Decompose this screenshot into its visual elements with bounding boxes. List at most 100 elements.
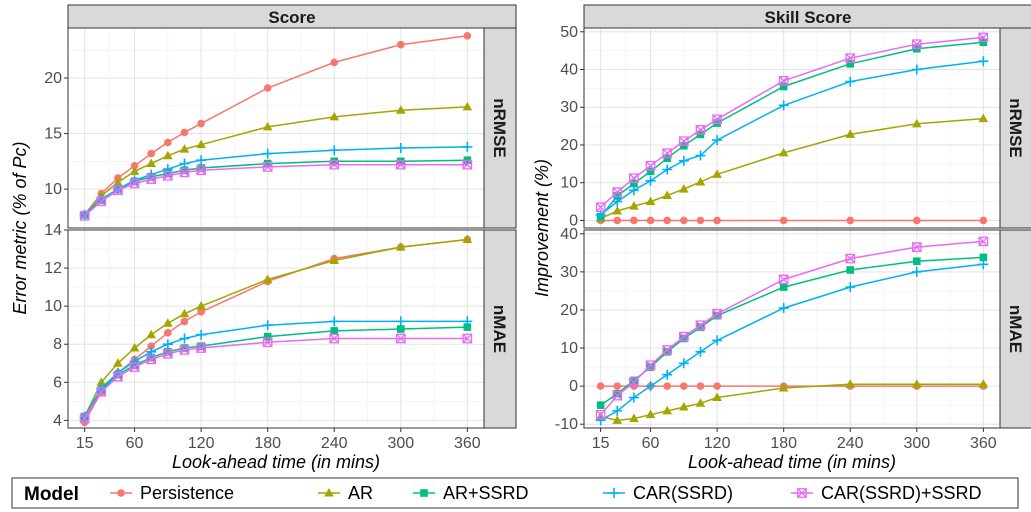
data-point-persistence	[913, 216, 921, 225]
data-point-car-ssrd-ssrd	[395, 333, 406, 344]
data-point-persistence	[663, 382, 671, 390]
strip-label: Score	[268, 8, 315, 27]
y-tick-label: 10	[560, 340, 578, 357]
y-tick-label: 6	[53, 374, 62, 391]
data-point-ar-ssrd	[663, 348, 671, 356]
data-point-ar	[912, 379, 922, 388]
data-point-ar-ssrd	[197, 342, 205, 350]
legend-title: Model	[24, 484, 79, 505]
data-point-persistence	[613, 216, 622, 225]
data-point-persistence	[197, 119, 205, 128]
gridlines	[68, 229, 484, 428]
x-tick-label: 60	[642, 435, 660, 452]
data-point-ar-ssrd	[646, 167, 655, 176]
data-point-car-ssrd-ssrd	[329, 333, 340, 344]
data-point-ar-ssrd	[846, 266, 855, 274]
data-point-ar	[196, 301, 206, 310]
data-point-car-ssrd-ssrd	[395, 159, 406, 170]
series-car-ssrd-ssrd	[595, 32, 989, 213]
data-point-ar-ssrd	[663, 154, 671, 162]
legend-label: AR+SSRD	[443, 483, 529, 503]
legend-item-ar-ssrd: AR+SSRD	[413, 483, 529, 503]
chart-legend: Model Persistence AR AR+SSRD CAR(SSRD) CAR(SS…	[11, 477, 1019, 509]
data-point-car-ssrd	[978, 56, 989, 67]
data-point-persistence	[663, 216, 671, 225]
legend-label: CAR(SSRD)+SSRD	[821, 483, 982, 503]
data-point-ar-ssrd	[596, 401, 605, 409]
data-point-car-ssrd-ssrd	[712, 308, 722, 319]
x-tick-label: 15	[592, 435, 610, 452]
facet-strip-background	[483, 229, 517, 429]
legend-label: AR	[348, 483, 373, 503]
strip-skill-score: Skill Score	[583, 4, 1031, 29]
y-tick-label: 15	[44, 126, 62, 143]
data-point-ar	[462, 234, 473, 244]
data-point-ar	[396, 242, 406, 251]
data-point-car-ssrd	[196, 155, 207, 166]
data-point-car-ssrd-ssrd	[978, 32, 989, 43]
data-point-car-ssrd	[978, 259, 989, 270]
data-point-ar	[662, 405, 672, 415]
panel-score-nrmse: 10 15 20 nRMSE	[44, 27, 517, 229]
data-point-ar-ssrd	[164, 348, 172, 356]
y-tick-label: 30	[560, 264, 578, 281]
facet-strip-background	[483, 27, 517, 229]
y-tick-label: 10	[560, 175, 578, 192]
data-point-car-ssrd-ssrd	[146, 354, 157, 365]
data-point-car-ssrd	[179, 158, 190, 169]
data-point-ar-ssrd	[330, 327, 339, 335]
data-point-car-ssrd-ssrd	[162, 170, 173, 181]
data-point-persistence	[197, 308, 205, 316]
data-point-car-ssrd	[911, 266, 922, 277]
series-car-ssrd-ssrd	[79, 159, 473, 221]
y-tick-label: 40	[560, 62, 578, 79]
data-point-persistence	[680, 216, 688, 225]
data-point-ar-ssrd	[846, 60, 855, 68]
data-point-ar-ssrd	[979, 38, 988, 47]
data-point-car-ssrd-ssrd	[778, 274, 789, 285]
series-persistence	[596, 216, 988, 225]
chart-labels: Error metric (% of Pc) Improvement (%) Loo…	[10, 141, 896, 472]
data-point-persistence	[713, 216, 721, 225]
panel-score-nmae: 4 6 8 10 12 14 nMAE 15 60 120 180 240 300 360	[44, 222, 517, 452]
legend-key-marker	[609, 488, 619, 498]
facet-strip-nrmse: nRMSE	[483, 27, 517, 229]
data-point-car-ssrd	[129, 356, 140, 367]
data-point-car-ssrd	[845, 282, 856, 293]
data-point-ar-ssrd	[330, 157, 339, 166]
data-point-car-ssrd	[695, 346, 706, 357]
data-point-ar	[629, 201, 639, 210]
data-point-ar	[329, 111, 340, 121]
data-point-ar	[712, 169, 722, 178]
data-point-persistence	[713, 382, 721, 390]
data-point-ar	[679, 184, 689, 193]
facet-strip-nmae: nMAE	[999, 229, 1031, 429]
legend-key-marker	[420, 489, 428, 497]
data-point-ar	[845, 129, 856, 138]
data-point-persistence	[147, 342, 155, 350]
data-point-car-ssrd	[395, 316, 406, 327]
legend-key-marker	[117, 489, 125, 497]
data-point-ar	[845, 379, 856, 388]
series-line-car-ssrd	[600, 60, 984, 216]
data-point-ar	[179, 308, 190, 318]
data-point-car-ssrd-ssrd	[96, 386, 107, 397]
y-tick-label: -10	[555, 416, 578, 433]
facet-strip-background	[999, 27, 1031, 229]
legend-item-ar: AR	[318, 483, 373, 503]
y-tick-label: 4	[53, 412, 62, 429]
data-point-ar-ssrd	[713, 311, 721, 320]
data-point-persistence	[779, 216, 788, 225]
data-point-ar	[113, 177, 123, 186]
data-point-car-ssrd	[395, 143, 406, 153]
data-point-persistence	[397, 40, 405, 49]
data-point-ar	[146, 329, 156, 339]
data-point-persistence	[680, 382, 688, 390]
data-point-car-ssrd-ssrd	[162, 348, 173, 359]
data-point-car-ssrd-ssrd	[113, 185, 123, 196]
data-point-persistence	[147, 149, 155, 158]
data-point-car-ssrd	[462, 141, 473, 152]
data-point-ar-ssrd	[630, 179, 638, 188]
data-point-car-ssrd-ssrd	[196, 343, 206, 353]
data-point-car-ssrd-ssrd	[262, 162, 273, 172]
